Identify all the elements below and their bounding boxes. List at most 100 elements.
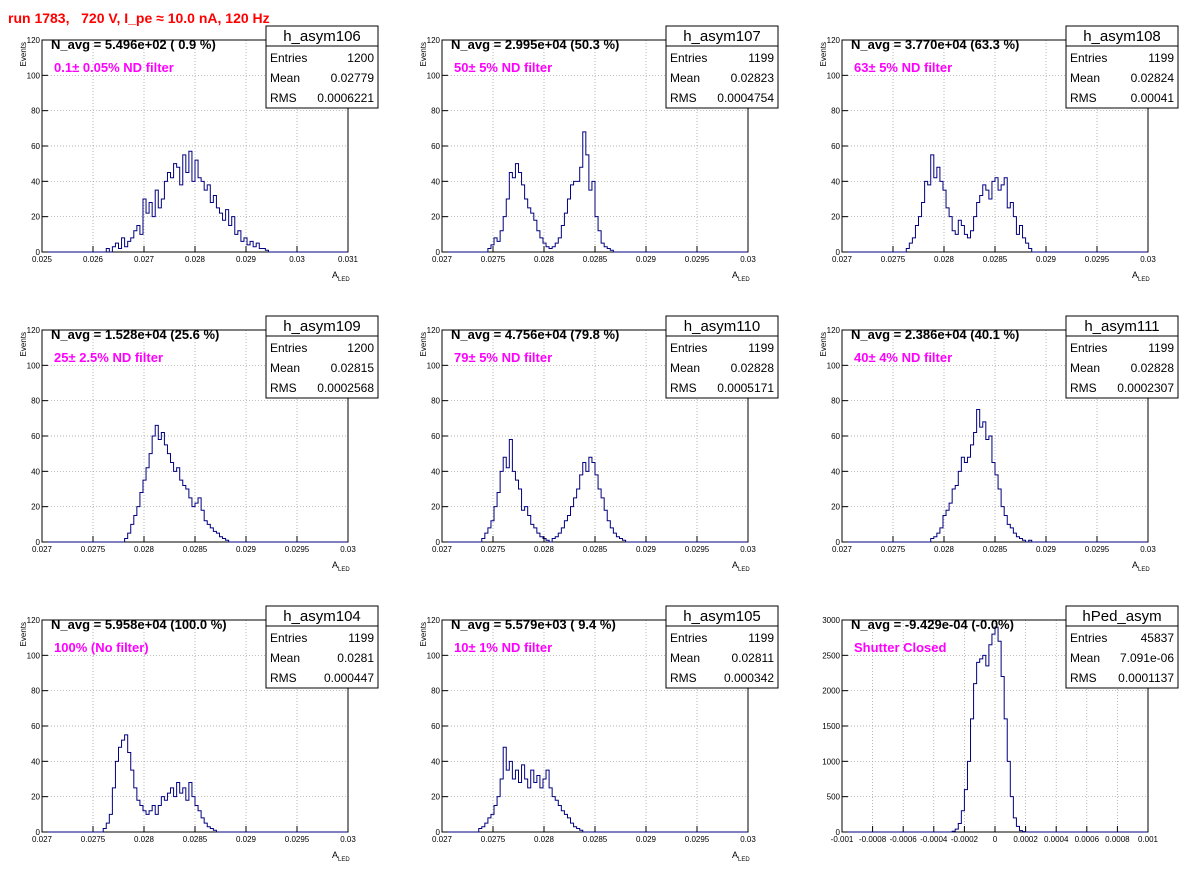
y-tick-label: 0 — [836, 538, 841, 547]
x-tick-label: 0.028 — [934, 545, 955, 554]
stats-value: 0.000342 — [724, 671, 774, 685]
n-avg-label: N_avg = -9.429e-04 (-0.0%) — [851, 617, 1014, 632]
stats-value: 0.0002568 — [317, 381, 374, 395]
x-axis-title-main: A — [332, 560, 338, 570]
n-avg-label: N_avg = 2.386e+04 (40.1 %) — [851, 327, 1019, 342]
stats-value: 1200 — [347, 341, 374, 355]
filter-label: 79± 5% ND filter — [454, 350, 552, 365]
stats-value: 1199 — [748, 51, 774, 65]
y-tick-label: 120 — [827, 36, 841, 45]
x-tick-label: 0.029 — [636, 545, 657, 554]
stats-value: 0.000447 — [324, 671, 374, 685]
y-tick-label: 60 — [431, 142, 440, 151]
stats-label: Entries — [1070, 631, 1107, 645]
y-axis-title: Events — [819, 332, 828, 356]
panel-h_asym105: 0.027 0.0275 0.028 0.0285 0.029 0.0295 0.03 0 20… — [419, 605, 779, 863]
y-tick-label: 60 — [831, 142, 840, 151]
histogram-name: h_asym104 — [283, 608, 361, 625]
n-avg-label: N_avg = 4.756e+04 (79.8 %) — [451, 327, 619, 342]
x-tick-label: 0.031 — [338, 255, 359, 264]
x-tick-label: 0.029 — [636, 835, 657, 844]
panel-h_asym107: 0.027 0.0275 0.028 0.0285 0.029 0.0295 0.03 0 20… — [419, 25, 779, 283]
x-tick-label: 0.029 — [1036, 255, 1057, 264]
stats-value: 0.0004754 — [717, 91, 774, 105]
filter-label: 63± 5% ND filter — [854, 60, 952, 75]
x-tick-label: 0.0285 — [983, 255, 1008, 264]
y-tick-label: 0 — [836, 248, 841, 257]
y-tick-label: 80 — [31, 397, 40, 406]
stats-value: 0.02823 — [731, 71, 775, 85]
stats-label: RMS — [1070, 671, 1097, 685]
x-tick-label: 0 — [993, 835, 998, 844]
x-tick-label: 0.03 — [1140, 255, 1156, 264]
y-tick-label: 40 — [31, 757, 40, 766]
y-tick-label: 100 — [27, 651, 41, 660]
y-tick-label: 0 — [836, 828, 841, 837]
y-tick-label: 80 — [831, 397, 840, 406]
histogram-line — [42, 424, 348, 543]
x-tick-label: 0.0295 — [285, 835, 310, 844]
stats-label: Mean — [670, 361, 700, 375]
y-tick-label: 120 — [427, 326, 441, 335]
y-tick-label: 20 — [431, 213, 440, 222]
x-axis-title-main: A — [732, 560, 738, 570]
stats-box — [265, 315, 379, 399]
stats-value: 0.0001137 — [1118, 671, 1174, 685]
x-tick-label: 0.028 — [534, 835, 555, 844]
n-avg-label: N_avg = 5.958e+04 (100.0 %) — [51, 617, 227, 632]
histogram-line — [42, 734, 348, 833]
histogram-line — [42, 150, 348, 253]
x-tick-label: 0.0008 — [1105, 835, 1130, 844]
x-axis-title: ALED — [732, 850, 750, 863]
stats-label: Mean — [1070, 71, 1100, 85]
x-tick-label: 0.026 — [83, 255, 104, 264]
stats-value: 0.0281 — [337, 651, 374, 665]
y-tick-label: 100 — [27, 361, 41, 370]
stats-box — [665, 25, 779, 109]
x-tick-label: 0.027 — [32, 835, 53, 844]
x-tick-label: 0.0295 — [285, 545, 310, 554]
x-tick-label: 0.0275 — [481, 545, 506, 554]
stats-value: 45837 — [1141, 631, 1175, 645]
x-tick-label: 0.0285 — [983, 545, 1008, 554]
x-axis-title-main: A — [332, 270, 338, 280]
stats-value: 0.02824 — [1131, 71, 1175, 85]
y-tick-label: 20 — [31, 213, 40, 222]
y-tick-label: 60 — [431, 432, 440, 441]
histogram-name: h_asym111 — [1084, 318, 1159, 335]
panel-h_asym111: 0.027 0.0275 0.028 0.0285 0.029 0.0295 0.03 0 20… — [819, 315, 1179, 573]
x-axis-title: ALED — [732, 560, 750, 573]
stats-label: Entries — [670, 341, 707, 355]
x-tick-label: 0.03 — [340, 545, 356, 554]
y-tick-label: 60 — [31, 432, 40, 441]
y-axis-title: Events — [419, 42, 428, 66]
y-tick-label: 20 — [31, 793, 40, 802]
x-axis-title: ALED — [332, 850, 350, 863]
x-tick-label: -0.0002 — [951, 835, 979, 844]
x-tick-label: 0.0275 — [81, 545, 106, 554]
x-tick-label: 0.03 — [740, 545, 756, 554]
stats-value: 0.0005171 — [717, 381, 774, 395]
x-tick-label: 0.0275 — [881, 545, 906, 554]
x-axis-title-sub: LED — [738, 567, 750, 573]
x-tick-label: 0.0285 — [583, 255, 608, 264]
x-tick-label: -0.0006 — [890, 835, 918, 844]
x-tick-label: 0.0285 — [183, 835, 208, 844]
histogram-name: hPed_asym — [1082, 608, 1161, 625]
x-axis-title-main: A — [732, 850, 738, 860]
histogram-name: h_asym108 — [1083, 28, 1161, 45]
histogram-name: h_asym105 — [683, 608, 761, 625]
y-tick-label: 3000 — [822, 616, 840, 625]
stats-label: Entries — [270, 631, 307, 645]
y-axis-title: Events — [419, 622, 428, 646]
y-axis-title: Events — [819, 42, 828, 66]
filter-label: 0.1± 0.05% ND filter — [54, 60, 174, 75]
x-tick-label: 0.027 — [432, 545, 453, 554]
y-tick-label: 1500 — [822, 722, 840, 731]
y-tick-label: 80 — [431, 687, 440, 696]
filter-label: 25± 2.5% ND filter — [54, 350, 163, 365]
y-tick-label: 40 — [431, 177, 440, 186]
y-tick-label: 80 — [431, 107, 440, 116]
panel-h_asym106: 0.025 0.026 0.027 0.028 0.029 0.03 0.031 0 20 40 6… — [19, 25, 379, 283]
x-tick-label: 0.029 — [236, 255, 257, 264]
